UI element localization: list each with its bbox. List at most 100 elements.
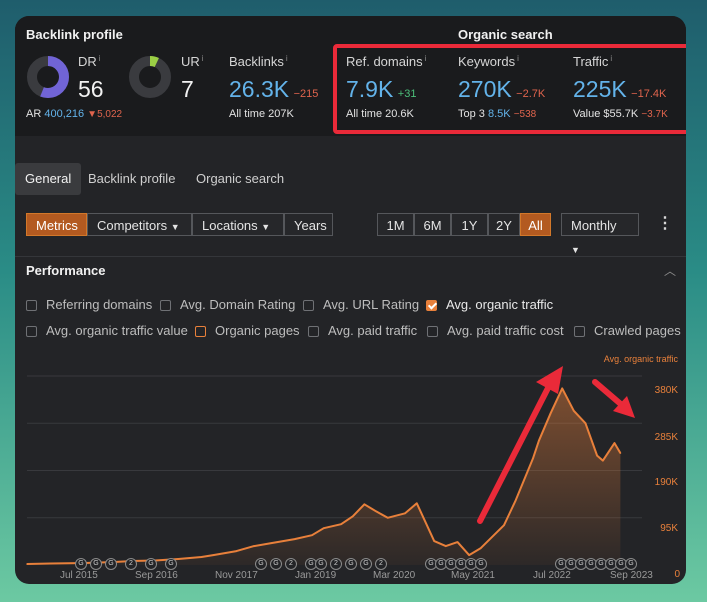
chart-event-marker[interactable]: G xyxy=(165,558,177,570)
chart-event-marker[interactable]: 2 xyxy=(375,558,387,570)
data-point xyxy=(538,439,540,442)
data-point xyxy=(177,558,180,560)
main-panel: Backlink profile DR i 56 UR i 7 AR 400,216… xyxy=(15,16,686,584)
range-1m-button[interactable]: 1M xyxy=(377,213,414,236)
y-tick-label: 95K xyxy=(660,523,678,534)
data-point xyxy=(351,515,354,518)
chart-event-marker[interactable]: 2 xyxy=(125,558,137,570)
range-1y-button[interactable]: 1Y xyxy=(451,213,488,236)
keywords-delta: −2.7K xyxy=(516,88,546,100)
checkbox-organic-pages[interactable]: Organic pages xyxy=(195,323,300,338)
data-point xyxy=(549,412,552,415)
checkbox-avg-url-rating[interactable]: Avg. URL Rating xyxy=(303,297,419,312)
metrics-button[interactable]: Metrics xyxy=(26,213,87,236)
data-point xyxy=(200,556,203,558)
data-point xyxy=(404,512,406,515)
tab-organic-search[interactable]: Organic search xyxy=(196,171,285,186)
checkbox-box[interactable] xyxy=(160,300,171,311)
data-point xyxy=(532,457,534,459)
data-point xyxy=(49,562,52,565)
checkbox-box[interactable] xyxy=(303,300,314,311)
traffic-value[interactable]: 225K xyxy=(573,76,627,102)
checkbox-crawled-pages[interactable]: Crawled pages xyxy=(574,323,681,338)
chart-event-marker[interactable]: G xyxy=(255,558,267,570)
chart-event-marker[interactable]: G xyxy=(75,558,87,570)
x-tick-label: Jan 2019 xyxy=(295,570,337,581)
x-tick-label: Sep 2023 xyxy=(610,570,653,581)
backlinks-value[interactable]: 26.3K xyxy=(229,76,290,102)
x-tick-label: Mar 2020 xyxy=(373,570,416,581)
data-point xyxy=(479,547,482,549)
more-options-icon[interactable]: ⋮ xyxy=(657,215,673,232)
checkbox-avg-organic-traffic-value[interactable]: Avg. organic traffic value xyxy=(26,323,188,338)
checkbox-box[interactable] xyxy=(195,326,206,337)
competitors-dropdown[interactable]: Competitors ▼ xyxy=(87,213,192,236)
y-tick-label: 190K xyxy=(654,477,678,488)
data-point xyxy=(619,452,622,454)
chart-event-marker[interactable]: 2 xyxy=(285,558,297,570)
data-point xyxy=(322,527,325,529)
checkbox-checked-icon[interactable] xyxy=(426,300,437,311)
tab-general[interactable]: General xyxy=(15,163,82,195)
checkbox-avg-paid-traffic[interactable]: Avg. paid traffic xyxy=(308,323,417,338)
divider xyxy=(15,256,686,257)
chart-event-marker[interactable]: G xyxy=(315,558,327,570)
caret-down-icon: ▼ xyxy=(261,222,271,232)
keywords-value[interactable]: 270K xyxy=(458,76,512,102)
chart-event-marker[interactable]: G xyxy=(270,558,282,570)
data-point xyxy=(386,516,389,519)
chart-event-marker[interactable]: G xyxy=(105,558,117,570)
dr-label: DR i xyxy=(78,54,101,69)
chart-event-marker[interactable]: G xyxy=(345,558,357,570)
checkbox-box[interactable] xyxy=(26,326,37,337)
checkbox-box[interactable] xyxy=(26,300,37,311)
ur-donut-icon xyxy=(129,56,171,98)
chart-event-marker[interactable]: 2 xyxy=(330,558,342,570)
collapse-chevron-icon[interactable]: ︿ xyxy=(664,264,677,278)
chart-event-marker[interactable]: G xyxy=(555,558,567,570)
chart-series-label: Avg. organic traffic xyxy=(603,354,678,364)
backlinks-label[interactable]: Backlinks i xyxy=(229,54,288,69)
tab-backlink-profile[interactable]: Backlink profile xyxy=(88,171,176,186)
checkbox-avg-domain-rating[interactable]: Avg. Domain Rating xyxy=(160,297,295,312)
traffic-value-row: Value $55.7K −3.7K xyxy=(573,108,668,120)
chart-event-marker[interactable]: G xyxy=(575,558,587,570)
performance-title: Performance xyxy=(26,263,106,278)
checkbox-referring-domains[interactable]: Referring domains xyxy=(26,297,152,312)
traffic-delta: −17.4K xyxy=(631,88,667,100)
years-button[interactable]: Years xyxy=(284,213,333,236)
x-tick-label: Nov 2017 xyxy=(215,570,258,581)
locations-dropdown[interactable]: Locations ▼ xyxy=(192,213,284,236)
ref-domains-label[interactable]: Ref. domains i xyxy=(346,54,427,69)
chart-event-marker[interactable]: G xyxy=(625,558,637,570)
x-tick-label: Jul 2015 xyxy=(60,570,98,581)
chart-event-marker[interactable]: G xyxy=(145,558,157,570)
range-6m-button[interactable]: 6M xyxy=(414,213,451,236)
checkbox-avg-organic-traffic[interactable]: Avg. organic traffic xyxy=(426,297,553,312)
keywords-label[interactable]: Keywords i xyxy=(458,54,519,69)
checkbox-avg-paid-traffic-cost[interactable]: Avg. paid traffic cost xyxy=(427,323,564,338)
data-point xyxy=(340,523,342,526)
traffic-label[interactable]: Traffic i xyxy=(573,54,613,69)
range-2y-button[interactable]: 2Y xyxy=(488,213,520,236)
chart-event-marker[interactable]: G xyxy=(475,558,487,570)
checkbox-box[interactable] xyxy=(308,326,319,337)
ur-label: UR i xyxy=(181,54,204,69)
ref-domains-value[interactable]: 7.9K xyxy=(346,76,394,102)
data-point xyxy=(613,442,616,444)
data-point xyxy=(573,410,575,412)
checkbox-box[interactable] xyxy=(574,326,585,337)
organic-search-title: Organic search xyxy=(458,27,553,42)
traffic-metric: 225K −17.4K xyxy=(573,76,666,103)
traffic-chart xyxy=(26,375,642,565)
range-all-button[interactable]: All xyxy=(520,213,551,236)
checkbox-box[interactable] xyxy=(427,326,438,337)
x-tick-label: Jul 2022 xyxy=(533,570,571,581)
interval-dropdown[interactable]: Monthly ▼ xyxy=(561,213,639,255)
chart-event-marker[interactable]: G xyxy=(90,558,102,570)
series-area xyxy=(27,388,621,565)
keywords-metric: 270K −2.7K xyxy=(458,76,545,103)
y-tick-label: 0 xyxy=(674,569,680,580)
chart-event-marker[interactable]: G xyxy=(360,558,372,570)
data-point xyxy=(311,534,313,536)
